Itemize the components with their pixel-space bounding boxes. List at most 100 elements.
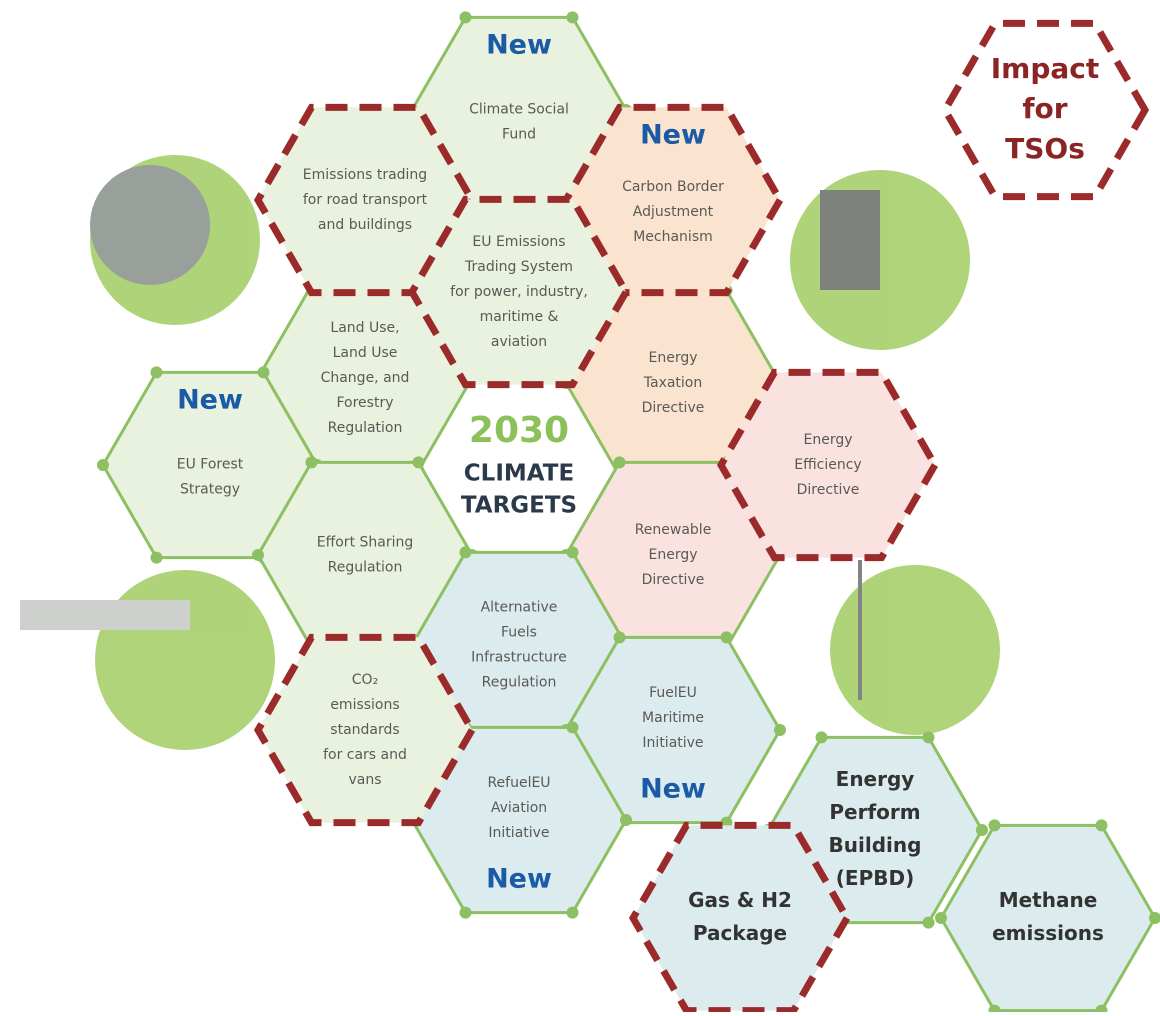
hexagon-label: Infrastructure [471, 650, 567, 666]
hexagon-label: Change, and [321, 370, 410, 386]
hexagon-label: for cars and [323, 747, 407, 763]
center-title: CLIMATE [464, 461, 574, 487]
hexagon-label: emissions [992, 921, 1104, 945]
vertex-dot [816, 731, 828, 743]
hexagon-label: Perform [829, 800, 920, 824]
center-year: 2030 [469, 410, 569, 451]
wind-illustration [830, 565, 1000, 735]
vertex-dot [151, 366, 163, 378]
hexagon-label: Forestry [336, 395, 393, 411]
hexagon-label: Emissions trading [303, 167, 427, 183]
hexagon-label: Trading System [464, 259, 573, 275]
hexagon-label: Aviation [491, 800, 547, 816]
hexagon-label: Renewable [635, 522, 712, 538]
hexagon-label: Carbon Border [622, 179, 724, 195]
vertex-dot [620, 814, 632, 826]
hexagon-label: Energy [803, 432, 852, 448]
hexagon-label: Land Use, [330, 320, 399, 336]
hexagon-label: standards [330, 722, 399, 738]
new-badge: New [486, 30, 552, 61]
hexagon-label: Energy [836, 767, 915, 791]
center-label: 2030 CLIMATE TARGETS [461, 410, 577, 519]
hexagon-label: Directive [642, 400, 705, 416]
new-badge: New [486, 864, 552, 895]
hexagon-label: CO₂ [352, 672, 378, 688]
new-badge: New [640, 774, 706, 805]
legend-label: Impact [991, 52, 1100, 85]
hexagon-label: EU Emissions [472, 234, 565, 250]
hexagon-label: Package [693, 921, 787, 945]
hexagon-label: Maritime [642, 710, 704, 726]
diagram: Climate Social Fund New Land Use, Land Use Ch… [0, 0, 1160, 1012]
hexagon-label: Gas & H2 [688, 888, 792, 912]
hexagon-label: Effort Sharing [317, 535, 414, 551]
vertex-dot [460, 11, 472, 23]
hexagon-label: Efficiency [794, 457, 861, 473]
vertex-dot [567, 721, 579, 733]
legend-label: TSOs [1005, 132, 1085, 165]
hexagon-label: and buildings [318, 217, 412, 233]
hexagon-label: Regulation [328, 420, 403, 436]
hexagon-label: Initiative [488, 825, 549, 841]
vertex-dot [923, 731, 935, 743]
hexagon-label: for power, industry, [450, 284, 588, 300]
vertex-dot [258, 366, 270, 378]
vertex-dot [252, 549, 264, 561]
hexagon-label: Mechanism [633, 229, 713, 245]
hexagon-label: Building [829, 833, 922, 857]
vertex-dot [614, 456, 626, 468]
center-title: TARGETS [461, 493, 577, 519]
hexagon-label: Land Use [333, 345, 398, 361]
hexagon-label: maritime & [480, 309, 559, 325]
hexagon-label: Energy [648, 350, 697, 366]
vertex-dot [774, 724, 786, 736]
vertex-dot [460, 546, 472, 558]
vertex-dot [923, 917, 935, 929]
legend: Impact for TSOs [945, 23, 1145, 196]
hexagon-label: Methane [999, 888, 1098, 912]
vertex-dot [413, 456, 425, 468]
vertex-dot [97, 459, 109, 471]
hexagon-label: EU Forest [177, 457, 244, 473]
hexagon-label: Climate Social [469, 102, 569, 118]
vertex-dot [306, 456, 318, 468]
hexagon-label: Directive [642, 572, 705, 588]
new-badge: New [640, 120, 706, 151]
hexagon-label: Adjustment [633, 204, 714, 220]
hexagon-label: FuelEU [649, 685, 697, 701]
hexagon-label: Strategy [180, 482, 240, 498]
building [820, 190, 880, 290]
vertex-dot [460, 907, 472, 919]
vertex-dot [567, 11, 579, 23]
hexagon-label: Directive [797, 482, 860, 498]
globe [90, 165, 210, 285]
hexagon-label: Alternative [481, 600, 558, 616]
transport-illustration [95, 570, 275, 750]
hexagon-label: aviation [491, 334, 547, 350]
hexagon-label: Energy [648, 547, 697, 563]
vertex-dot [614, 631, 626, 643]
plane [20, 600, 190, 630]
hexagon-label: Initiative [642, 735, 703, 751]
legend-label: for [1022, 92, 1067, 125]
hexagon-label: for road transport [303, 192, 428, 208]
hexagon-label: Regulation [328, 560, 403, 576]
hexagon-label: Fund [502, 127, 536, 143]
vertex-dot [567, 546, 579, 558]
vertex-dot [567, 907, 579, 919]
vertex-dot [1096, 819, 1108, 831]
new-badge: New [177, 385, 243, 416]
hexagon-label: (EPBD) [836, 866, 914, 890]
vertex-dot [989, 819, 1001, 831]
hexagon-label: Regulation [482, 675, 557, 691]
hexagon-label: emissions [330, 697, 399, 713]
vertex-dot [935, 912, 947, 924]
vertex-dot [976, 824, 988, 836]
hexagon-label: Taxation [643, 375, 703, 391]
vertex-dot [151, 552, 163, 564]
hexagon-label: vans [348, 772, 381, 788]
hexagon-label: Fuels [501, 625, 537, 641]
hexagon-label: RefuelEU [487, 775, 550, 791]
hexagon-shape [941, 825, 1155, 1010]
vertex-dot [721, 631, 733, 643]
